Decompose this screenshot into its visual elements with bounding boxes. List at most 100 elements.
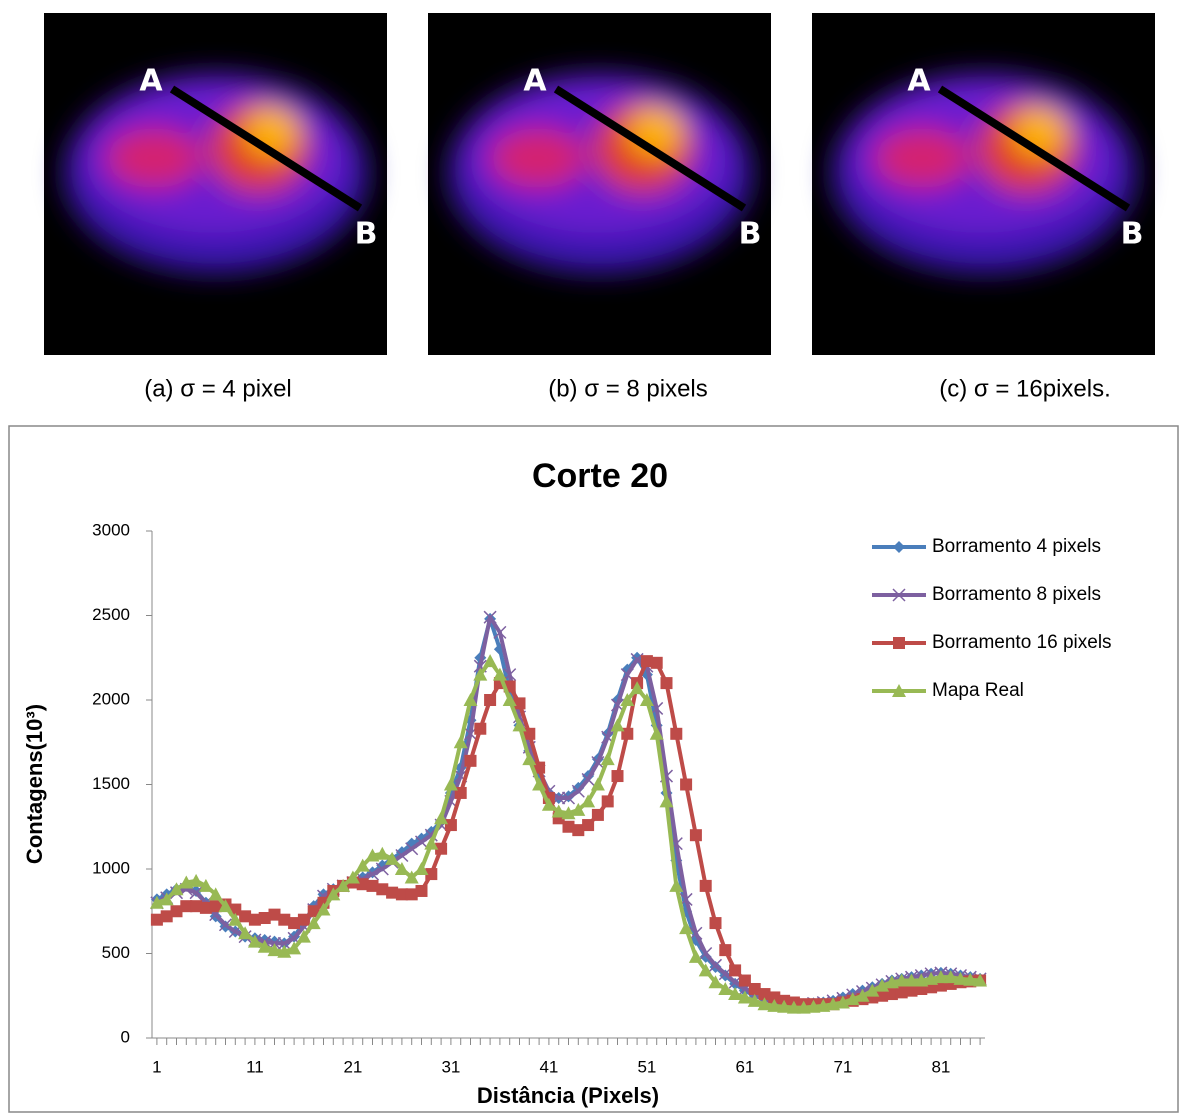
marker <box>160 910 173 923</box>
marker <box>729 964 742 977</box>
marker <box>582 819 595 832</box>
marker <box>198 878 213 892</box>
marker <box>649 726 664 740</box>
marker <box>943 970 958 984</box>
marker <box>610 718 625 732</box>
marker <box>443 777 458 791</box>
marker <box>581 794 596 808</box>
marker <box>415 884 428 897</box>
marker <box>444 819 457 832</box>
marker <box>669 878 684 892</box>
y-tick-label: 2000 <box>92 689 130 708</box>
marker <box>973 973 988 987</box>
marker <box>355 858 370 872</box>
x-tick-label: 51 <box>637 1057 656 1076</box>
marker <box>287 941 302 955</box>
x-tick-label: 11 <box>246 1057 264 1076</box>
y-axis-title: Contagens(10³) <box>22 704 47 864</box>
marker <box>914 973 929 987</box>
marker <box>277 936 291 950</box>
marker <box>150 913 163 926</box>
marker <box>845 992 860 1006</box>
marker <box>590 777 605 791</box>
marker <box>679 921 694 935</box>
marker <box>708 975 723 989</box>
marker <box>865 983 880 997</box>
marker <box>356 878 369 891</box>
marker <box>522 752 537 766</box>
marker <box>483 654 498 668</box>
marker <box>296 929 311 943</box>
marker <box>747 993 762 1007</box>
marker <box>699 946 713 961</box>
marker <box>336 878 351 892</box>
scan-image <box>812 13 1155 355</box>
marker <box>610 698 625 712</box>
marker <box>258 912 271 925</box>
marker <box>228 912 243 926</box>
marker <box>757 997 772 1011</box>
marker <box>386 886 399 899</box>
marker <box>767 998 782 1012</box>
marker <box>885 988 898 1001</box>
marker <box>375 846 390 860</box>
marker <box>316 902 331 916</box>
x-tick-label: 1 <box>152 1057 161 1076</box>
marker <box>395 888 408 901</box>
marker <box>473 667 488 681</box>
chart-title: Corte 20 <box>532 457 668 495</box>
marker <box>639 693 654 706</box>
point-label: B <box>1121 217 1144 252</box>
marker <box>708 958 723 972</box>
marker <box>758 988 771 1001</box>
marker <box>904 973 919 987</box>
marker <box>414 835 429 849</box>
marker <box>502 693 517 706</box>
marker <box>581 772 595 786</box>
marker <box>551 804 566 818</box>
marker <box>600 752 615 766</box>
marker <box>424 836 439 850</box>
marker <box>561 806 576 820</box>
legend-label: Borramento 4 pixels <box>932 536 1101 557</box>
marker <box>395 848 409 863</box>
x-tick-label: 61 <box>735 1057 754 1076</box>
marker <box>149 895 164 909</box>
scan-image <box>44 13 387 355</box>
legend-marker <box>893 541 905 553</box>
marker <box>621 727 634 740</box>
legend-label: Borramento 8 pixels <box>932 584 1101 605</box>
marker <box>493 625 507 639</box>
marker <box>905 984 918 997</box>
legend-label: Mapa Real <box>932 680 1024 701</box>
y-tick-label: 3000 <box>92 520 130 539</box>
marker <box>796 1000 811 1014</box>
marker <box>659 794 674 808</box>
marker <box>876 989 889 1002</box>
marker <box>737 990 752 1004</box>
marker <box>541 797 556 811</box>
marker <box>199 901 212 914</box>
marker <box>698 963 713 977</box>
marker <box>238 926 253 940</box>
marker <box>777 999 792 1013</box>
marker <box>924 971 939 985</box>
marker <box>278 913 291 926</box>
marker <box>786 1000 801 1014</box>
point-label: A <box>523 64 547 99</box>
marker <box>699 879 712 892</box>
marker <box>405 888 418 901</box>
marker <box>650 656 663 669</box>
marker <box>688 949 703 963</box>
marker <box>394 862 409 875</box>
point-label: A <box>139 64 163 99</box>
marker <box>835 995 850 1009</box>
x-tick-label: 41 <box>539 1057 558 1076</box>
marker <box>208 887 223 901</box>
marker <box>512 718 527 732</box>
x-axis-title: Distância (Pixels) <box>477 1083 659 1108</box>
x-tick-label: 81 <box>931 1057 950 1076</box>
marker <box>895 986 908 999</box>
marker <box>375 862 389 876</box>
